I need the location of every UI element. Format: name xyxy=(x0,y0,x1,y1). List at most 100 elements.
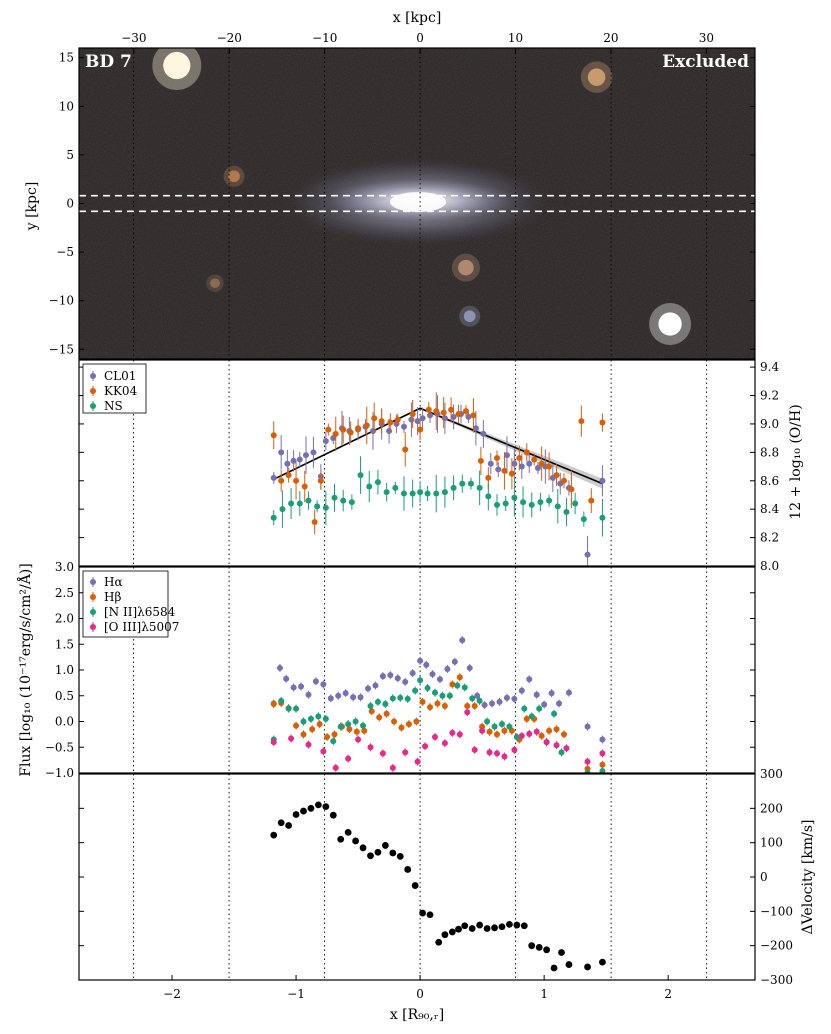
data-point xyxy=(290,684,297,691)
data-point xyxy=(285,822,293,829)
data-point xyxy=(439,692,446,699)
star xyxy=(228,170,240,183)
data-point xyxy=(314,801,322,809)
data-point xyxy=(345,755,352,762)
data-point xyxy=(392,484,399,491)
data-point xyxy=(365,685,372,692)
data-point xyxy=(310,449,317,456)
data-point xyxy=(468,925,476,932)
data-point xyxy=(305,497,312,504)
data-point xyxy=(352,718,359,725)
data-point xyxy=(322,504,329,511)
data-point xyxy=(511,460,518,467)
data-point xyxy=(417,657,424,664)
data-point xyxy=(584,758,591,765)
data-point xyxy=(414,418,421,425)
data-point xyxy=(511,494,518,501)
data-point xyxy=(448,928,456,936)
data-point xyxy=(449,729,456,736)
y-tick-label: 1.5 xyxy=(55,637,74,651)
data-point xyxy=(456,674,463,681)
star xyxy=(658,312,682,336)
data-point xyxy=(572,500,579,507)
y-tick-label: 3.0 xyxy=(55,560,74,574)
data-point xyxy=(441,931,449,939)
data-point xyxy=(383,489,390,496)
data-point xyxy=(270,514,277,521)
data-point xyxy=(550,964,558,972)
data-point xyxy=(382,700,389,707)
top-x-tick-label: −20 xyxy=(217,31,242,45)
legend-marker xyxy=(90,388,96,394)
data-point xyxy=(347,429,354,436)
data-point xyxy=(536,705,543,712)
y-tick-label: 0.5 xyxy=(55,689,74,703)
y-tick-label: 9.4 xyxy=(760,360,779,374)
top-x-tick-label: 10 xyxy=(508,31,523,45)
legend-marker xyxy=(90,624,96,630)
legend-label: Hβ xyxy=(104,590,121,604)
data-point xyxy=(389,764,396,771)
data-point xyxy=(491,924,498,932)
data-point xyxy=(305,741,312,748)
image-panel: BD 7 Excluded x [kpc] −30 −20 −10 0 10 20 30 −… xyxy=(24,10,756,360)
data-point xyxy=(485,474,492,481)
data-point xyxy=(285,705,292,712)
data-point xyxy=(322,803,330,811)
data-point xyxy=(546,497,553,504)
data-point xyxy=(398,724,405,731)
data-point xyxy=(476,484,483,491)
star xyxy=(210,278,220,289)
data-point xyxy=(288,735,295,742)
velocity-panel: −300 −200 −100 0 100 200 300 −2 −1 0 1 2 ΔVelocity… xyxy=(78,767,816,1023)
data-point xyxy=(565,961,573,968)
data-point xyxy=(471,703,478,710)
data-point xyxy=(278,477,285,484)
data-point xyxy=(459,480,466,487)
y-tick-label: −300 xyxy=(760,973,793,987)
data-point xyxy=(320,748,327,755)
data-point xyxy=(307,804,315,812)
data-point xyxy=(599,750,606,757)
data-point xyxy=(340,426,347,433)
data-point xyxy=(288,500,295,507)
data-point xyxy=(516,455,523,462)
data-point xyxy=(424,685,431,692)
data-point xyxy=(498,923,506,931)
data-point xyxy=(494,501,501,508)
data-point xyxy=(518,687,525,694)
data-point xyxy=(466,664,473,671)
galaxy-core xyxy=(390,192,446,212)
legend-label: KK04 xyxy=(104,384,138,398)
data-point xyxy=(316,721,323,728)
data-point xyxy=(293,477,300,484)
y-tick-label: −15 xyxy=(49,342,74,356)
data-point xyxy=(489,700,496,707)
data-point xyxy=(441,489,448,496)
y-tick-label: 8.8 xyxy=(760,445,779,459)
data-point xyxy=(553,472,560,479)
data-point xyxy=(495,466,502,473)
data-point xyxy=(563,509,570,516)
slit-lines xyxy=(79,194,755,213)
data-point xyxy=(386,428,393,435)
data-point xyxy=(400,423,407,430)
data-point xyxy=(528,942,536,950)
data-point xyxy=(464,703,471,710)
data-point xyxy=(456,731,463,738)
data-point xyxy=(381,842,389,849)
data-point xyxy=(353,728,360,735)
data-point xyxy=(599,958,606,966)
data-point xyxy=(479,727,486,734)
data-point xyxy=(397,694,404,701)
flux-y-ticks: −1.0 −0.5 0.0 0.5 1.0 1.5 2.0 2.5 3.0 xyxy=(45,560,755,780)
data-point xyxy=(588,497,595,504)
data-point xyxy=(454,682,461,689)
data-point xyxy=(558,949,565,956)
data-point xyxy=(409,670,416,677)
data-point xyxy=(441,740,448,747)
data-point xyxy=(558,749,565,756)
legend-label: CL01 xyxy=(104,369,136,383)
data-point xyxy=(290,457,297,464)
y-tick-label: −200 xyxy=(760,939,793,953)
